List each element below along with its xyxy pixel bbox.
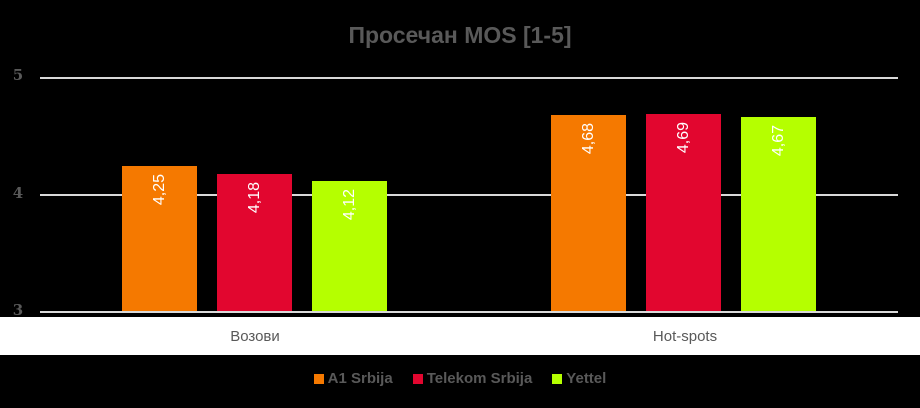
- bar-a1-srbija-0: 4,25: [122, 165, 197, 312]
- bar-value-label: 4,69: [674, 122, 692, 154]
- legend-swatch-a1: [313, 373, 324, 384]
- gridline-3: [40, 311, 898, 313]
- bar-telekom-srbija-1: 4,69: [646, 114, 721, 312]
- legend-item-yettel: Yettel: [552, 370, 606, 387]
- gridline-4: [40, 194, 898, 196]
- bar-value-label: 4,18: [245, 181, 263, 214]
- y-tick-5: 5: [12, 66, 24, 84]
- y-tick-4: 4: [12, 184, 24, 202]
- bar-value-label: 4,25: [150, 173, 168, 205]
- category-axis-band: [0, 317, 920, 355]
- category-label-hotspots: Hot-spots: [652, 328, 718, 345]
- legend: A1 Srbija Telekom Srbija Yettel: [0, 370, 920, 387]
- bar-value-label: 4,68: [579, 123, 597, 155]
- legend-label-telekom: Telekom Srbija: [426, 370, 533, 387]
- y-tick-3: 3: [12, 301, 24, 319]
- bar-telekom-srbija-0: 4,18: [217, 173, 292, 312]
- legend-swatch-telekom: [412, 373, 423, 384]
- bar-value-label: 4,67: [769, 124, 787, 156]
- legend-item-telekom: Telekom Srbija: [412, 370, 533, 387]
- bar-value-label: 4,12: [340, 188, 358, 221]
- bar-a1-srbija-1: 4,68: [551, 115, 626, 312]
- legend-label-a1: A1 Srbija: [327, 370, 393, 387]
- category-label-vozovi: Возови: [230, 328, 280, 345]
- gridline-5: [40, 77, 898, 79]
- legend-item-a1: A1 Srbija: [313, 370, 393, 387]
- legend-label-yettel: Yettel: [566, 370, 607, 387]
- bar-yettel-0: 4,12: [312, 180, 387, 312]
- legend-swatch-yettel: [552, 373, 563, 384]
- bar-yettel-1: 4,67: [741, 116, 816, 312]
- chart-title: Просечан MOS [1-5]: [348, 22, 572, 48]
